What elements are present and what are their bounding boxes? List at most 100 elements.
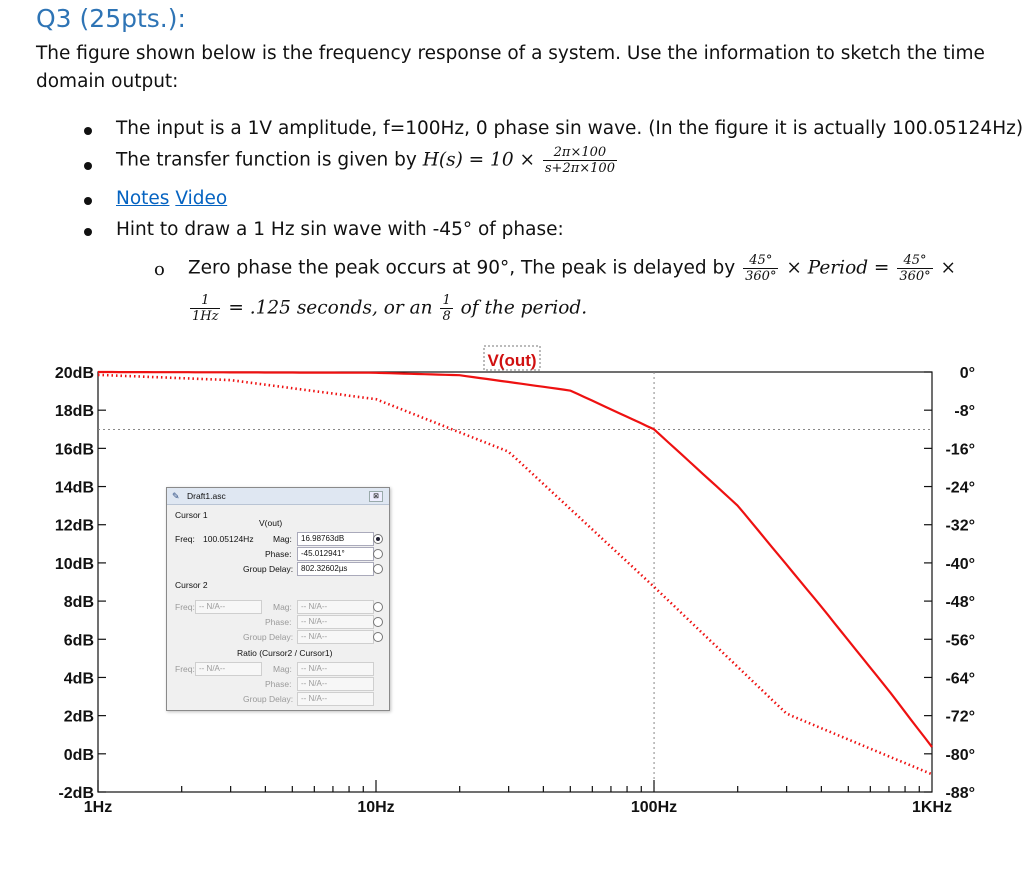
y-tick-label-left: 14dB [55,480,94,497]
video-link[interactable]: Video [175,188,228,209]
phase-radio[interactable] [373,549,383,559]
ratio-group-delay-field[interactable]: -- N/A-- [297,692,374,706]
bullet-hint: Hint to draw a 1 Hz sin wave with -45° o… [116,219,564,240]
dialog-title: Draft1.asc [187,491,226,501]
grid [98,372,932,792]
y-tick-label-left: 8dB [64,594,94,611]
sub-text-1: Zero phase the peak occurs at 90°, The p… [188,257,736,279]
bullet-dot-4 [84,228,92,236]
y-tick-label-right: -88° [945,785,975,802]
y-tick-label-right: -8° [954,403,975,420]
sub-line2-frac: 1 1Hz [190,293,221,324]
trace-label: V(out) [259,518,283,528]
ratio-freq-label: Freq: [175,664,195,674]
cursor-dialog[interactable]: ✎ Draft1.asc ⊠ Cursor 1 V(out) Freq: 100… [166,487,390,711]
cursor2-phase-radio[interactable] [373,617,383,627]
series [97,370,933,776]
cursor1-label: Cursor 1 [175,510,208,520]
freq-label: Freq: [175,534,195,544]
y-tick-label-right: -32° [945,518,975,535]
bullet-transfer-function: The transfer function is given by H(s) =… [116,145,619,176]
phase-label: Phase: [265,549,292,559]
intro-line-2: domain output: [36,71,179,92]
chart-title-group: V(out) [483,345,541,371]
y-tick-label-right: -72° [945,709,975,726]
y-tick-label-left: -2dB [58,785,94,802]
ticks [97,371,932,793]
bullet-input: The input is a 1V amplitude, f=100Hz, 0 … [116,118,1024,139]
bode-plot: 20dB 18dB 16dB 14dB 12dB 10dB 8dB 6dB 4dB 2dB 0dB -… [55,345,975,816]
y-tick-label-left: 18dB [55,403,94,420]
sub-frac-2-num: 45° [897,253,933,269]
sub-line2-frac2-den: 8 [442,309,451,324]
notes-link[interactable]: Notes [116,188,170,209]
ratio-phase-label: Phase: [265,679,292,689]
y-tick-label-left: 20dB [55,365,94,382]
bullet-dot-3 [84,197,92,205]
y-tick-label-left: 10dB [55,556,94,573]
phase-field[interactable]: -45.012941° [297,547,374,561]
y-tick-label-right: -40° [945,556,975,573]
sub-line2-a: = .125 seconds, or an [228,297,433,319]
x-tick-label: 10Hz [357,799,394,816]
cursor2-freq-field[interactable]: -- N/A-- [195,600,262,614]
tf-text: The transfer function is given by [116,149,423,171]
ratio-phase-field[interactable]: -- N/A-- [297,677,374,691]
cursor2-label: Cursor 2 [175,580,208,590]
ratio-mag-field[interactable]: -- N/A-- [297,662,374,676]
cursor2-freq-label: Freq: [175,602,195,612]
sub-frac-1: 45° 360° [743,253,779,284]
cursor2-phase-field[interactable]: -- N/A-- [297,615,374,629]
x-tick-label: 1Hz [84,799,112,816]
sub-line2-frac-num: 1 [190,293,221,309]
y-tick-label-left: 2dB [64,709,94,726]
cursor2-mag-label: Mag: [273,602,292,612]
y-tick-label-right: -56° [945,632,975,649]
sub-times: × [940,257,957,279]
group-delay-field[interactable]: 802.32602µs [297,562,374,576]
x-tick-label: 100Hz [631,799,677,816]
cursor2-mag-field[interactable]: -- N/A-- [297,600,374,614]
ratio-freq-field[interactable]: -- N/A-- [195,662,262,676]
sub-line2-b: of the period. [460,297,588,319]
chart-title: V(out) [487,351,536,370]
y-tick-label-left: 12dB [55,518,94,535]
sub-frac-2: 45° 360° [897,253,933,284]
sub-line2-frac-den: 1Hz [192,309,219,324]
y-tick-label-right: -48° [945,594,975,611]
phase-series-line [97,373,933,776]
dialog-app-icon: ✎ [172,491,180,501]
cursor2-mag-radio[interactable] [373,602,383,612]
group-delay-radio[interactable] [373,564,383,574]
bullet-dot-2 [84,162,92,170]
x-tick-label: 1KHz [912,799,952,816]
chart-title-box [483,345,541,371]
y-tick-label-left: 6dB [64,632,94,649]
mag-field[interactable]: 16.98763dB [297,532,374,546]
tf-denominator: s+2π×100 [544,161,615,176]
cursor2-group-delay-radio[interactable] [373,632,383,642]
ratio-mag-label: Mag: [273,664,292,674]
mag-label: Mag: [273,534,292,544]
cursor2-group-delay-field[interactable]: -- N/A-- [297,630,374,644]
group-delay-label: Group Delay: [243,564,294,574]
y-tick-label-left: 4dB [64,670,94,687]
question-title: Q3 (25pts.): [36,4,186,33]
y-axis-right-labels: 0° -8° -16° -24° -32° -40° -48° -56° -64° -72° -80… [945,365,975,802]
cursor2-group-delay-label: Group Delay: [243,632,294,642]
close-icon[interactable]: ⊠ [369,491,383,502]
cursor2-phase-label: Phase: [265,617,292,627]
plot-frame [97,371,933,793]
bullet-links: Notes Video [116,188,227,209]
sub-bullet-marker: o [154,259,165,280]
y-tick-label-left: 0dB [64,747,94,764]
ratio-group-delay-label: Group Delay: [243,694,294,704]
tf-fraction: 2π×100 s+2π×100 [542,145,617,176]
sub-frac-1-den: 360° [745,269,777,284]
y-axis-left-labels: 20dB 18dB 16dB 14dB 12dB 10dB 8dB 6dB 4dB 2dB 0dB -… [55,365,94,802]
sub-mid: × Period = [786,257,890,279]
tf-lhs: H(s) = 10 × [422,149,535,171]
dialog-titlebar[interactable]: ✎ Draft1.asc ⊠ [167,488,389,505]
mag-radio[interactable] [373,534,383,544]
